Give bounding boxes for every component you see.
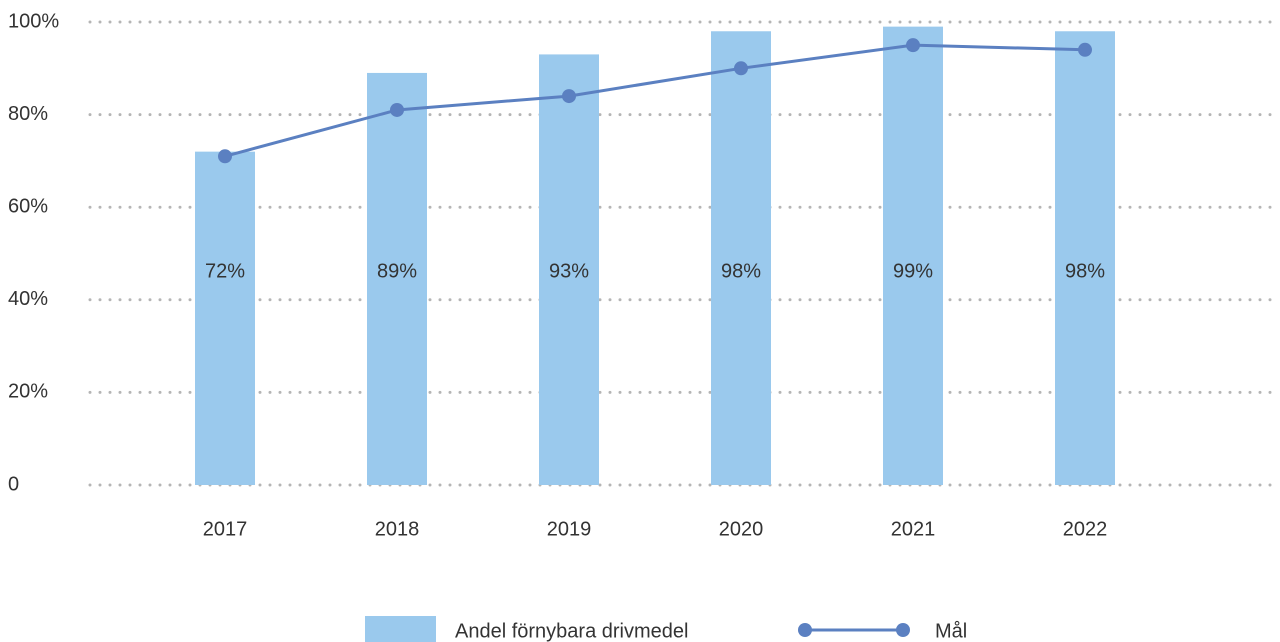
legend-swatch [896, 623, 910, 637]
data-label: 89% [377, 260, 417, 282]
bar [539, 54, 599, 485]
y-tick-label: 40% [8, 288, 48, 310]
bar [883, 26, 943, 485]
x-tick-label: 2019 [547, 518, 592, 540]
x-tick-label: 2020 [719, 518, 764, 540]
y-tick-label: 80% [8, 103, 48, 125]
x-tick-label: 2018 [375, 518, 420, 540]
bar [1055, 31, 1115, 485]
line-marker [390, 102, 404, 117]
y-tick-label: 20% [8, 381, 48, 403]
data-label: 99% [893, 260, 933, 282]
line-marker [734, 61, 748, 76]
legend-swatch [365, 616, 436, 642]
y-tick-label: 60% [8, 195, 48, 217]
y-tick-label: 100% [8, 10, 59, 32]
line-marker [906, 38, 920, 53]
y-tick-label: 0 [8, 473, 19, 495]
bar [195, 151, 255, 485]
bar [711, 31, 771, 485]
x-tick-label: 2021 [891, 518, 936, 540]
data-label: 98% [721, 260, 761, 282]
data-label: 72% [205, 260, 245, 282]
line-marker [562, 89, 576, 104]
x-tick-label: 2017 [203, 518, 248, 540]
data-label: 93% [549, 260, 589, 282]
line-marker [1078, 42, 1092, 57]
line-marker [218, 149, 232, 164]
legend-label: Mål [935, 620, 967, 642]
x-tick-label: 2022 [1063, 518, 1108, 540]
line [224, 43, 1086, 158]
bar [367, 72, 427, 486]
data-label: 98% [1065, 260, 1105, 282]
legend-swatch [798, 623, 812, 637]
legend-label: Andel förnybara drivmedel [455, 620, 688, 642]
